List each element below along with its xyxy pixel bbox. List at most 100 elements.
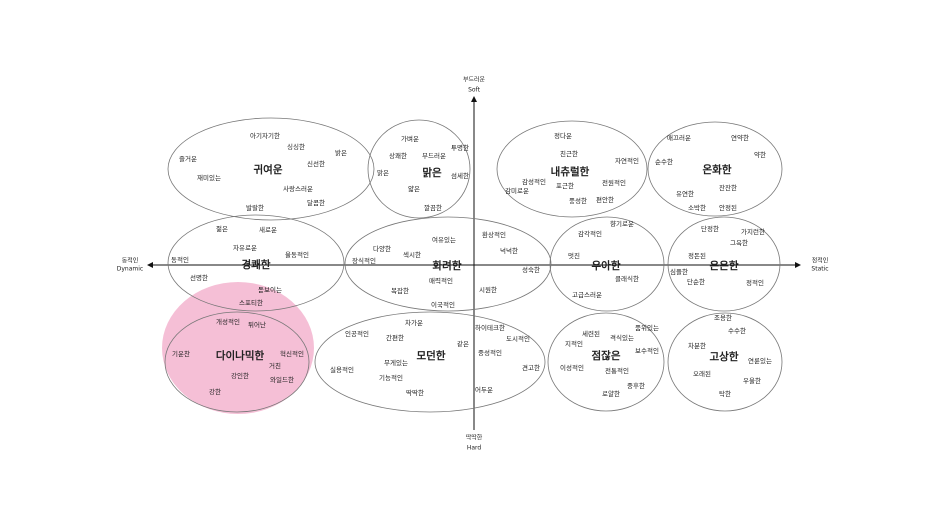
group-outline xyxy=(647,121,783,217)
word: 가벼운 xyxy=(401,134,419,143)
group-outline xyxy=(167,117,375,221)
word: 넉넉한 xyxy=(500,246,518,255)
word: 실용적인 xyxy=(330,365,354,374)
word: 발랄한 xyxy=(246,203,264,212)
word: 도시적인 xyxy=(506,334,530,343)
word: 돋보이는 xyxy=(258,285,282,294)
group-title: 화려한 xyxy=(433,259,462,272)
word: 매력적인 xyxy=(429,276,453,285)
word: 단정한 xyxy=(701,224,719,233)
word: 거친 xyxy=(269,361,281,370)
word: 중성적인 xyxy=(478,348,502,357)
word: 약한 xyxy=(754,150,766,159)
word: 무게있는 xyxy=(384,358,408,367)
word: 섬세한 xyxy=(451,171,469,180)
word: 견고한 xyxy=(522,363,540,372)
word: 시원한 xyxy=(479,285,497,294)
word: 차가운 xyxy=(405,318,423,327)
highlight xyxy=(162,282,314,414)
word: 싱싱한 xyxy=(287,142,305,151)
word: 매끄러운 xyxy=(667,133,691,142)
word: 와일드한 xyxy=(270,375,294,384)
word: 즐거운 xyxy=(179,154,197,163)
word: 이성적인 xyxy=(560,363,584,372)
word: 오래된 xyxy=(693,369,711,378)
word: 투명한 xyxy=(451,143,469,152)
word: 튀어난 xyxy=(248,320,266,329)
word: 기능적인 xyxy=(379,373,403,382)
word: 아기자기한 xyxy=(250,131,280,140)
word: 다양한 xyxy=(373,244,391,253)
word: 친근한 xyxy=(560,149,578,158)
word: 포근한 xyxy=(556,182,574,190)
group-outline xyxy=(344,216,552,312)
axis-label: Dynamic xyxy=(117,266,143,273)
word: 신선한 xyxy=(307,159,325,168)
group-outline xyxy=(547,312,665,412)
word: 풍성한 xyxy=(569,196,587,205)
word: 로얄한 xyxy=(602,389,620,398)
word: 감미로운 xyxy=(505,186,529,195)
word: 개성적인 xyxy=(216,317,240,326)
word: 인공적인 xyxy=(345,329,369,338)
word: 고급스러운 xyxy=(572,290,602,299)
word: 정다운 xyxy=(554,131,572,140)
group-outline xyxy=(367,119,471,219)
group-title: 점잖은 xyxy=(592,349,621,362)
word: 율동적인 xyxy=(285,250,309,259)
group-title: 모던한 xyxy=(417,349,446,362)
group-title: 다이나믹한 xyxy=(216,349,265,362)
word: 간편한 xyxy=(386,333,404,342)
group-outline xyxy=(496,120,648,218)
axis-label: Soft xyxy=(468,87,480,94)
group-outline xyxy=(164,311,310,413)
word: 어두운 xyxy=(475,385,493,394)
group-outline xyxy=(167,214,345,312)
word: 선명한 xyxy=(190,273,208,282)
word: 같은 xyxy=(457,339,469,348)
axis-label: Hard xyxy=(467,445,482,452)
word: 깔끔한 xyxy=(424,204,442,212)
word: 자연적인 xyxy=(615,156,639,165)
word: 정돈된 xyxy=(688,251,706,260)
word: 상쾌한 xyxy=(389,151,407,160)
word: 심플한 xyxy=(670,267,688,276)
word: 강인한 xyxy=(231,371,249,380)
word: 지적인 xyxy=(565,339,583,348)
group-title: 내츄럴한 xyxy=(551,165,590,178)
word: 젊은 xyxy=(216,225,228,233)
word: 보수적인 xyxy=(635,346,659,355)
word: 딱딱한 xyxy=(406,388,424,397)
word: 이국적인 xyxy=(431,300,455,309)
word: 중후한 xyxy=(627,382,645,390)
word: 성숙한 xyxy=(522,265,540,274)
group-title: 은은한 xyxy=(710,259,739,272)
word: 재미있는 xyxy=(197,173,221,182)
group-outline xyxy=(667,312,783,412)
word: 클래식한 xyxy=(615,274,639,283)
word: 맑은 xyxy=(377,169,389,177)
group-outline xyxy=(549,216,665,312)
word: 강한 xyxy=(209,387,221,396)
word: 감성적인 xyxy=(522,177,546,186)
word: 그윽한 xyxy=(730,239,748,247)
group-outline xyxy=(314,311,546,413)
group-title: 우아한 xyxy=(592,259,621,272)
word: 연륜있는 xyxy=(748,357,772,365)
word: 복잡한 xyxy=(391,287,409,295)
word: 차분한 xyxy=(688,341,706,350)
word: 섹시한 xyxy=(403,250,421,259)
word: 격식있는 xyxy=(610,333,634,342)
word: 편안한 xyxy=(596,195,614,204)
axis-label: 딱딱한 xyxy=(466,434,483,442)
word: 자유로운 xyxy=(233,243,257,252)
axis-label: 부드러운 xyxy=(463,76,486,84)
word: 우울한 xyxy=(743,377,761,385)
word: 수수한 xyxy=(728,327,746,335)
group-title: 온화한 xyxy=(703,163,732,176)
word: 환상적인 xyxy=(482,230,506,239)
word: 잔잔한 xyxy=(719,183,737,192)
word: 세련된 xyxy=(582,329,600,338)
word: 부드러운 xyxy=(422,151,446,160)
word: 품위있는 xyxy=(635,324,659,332)
